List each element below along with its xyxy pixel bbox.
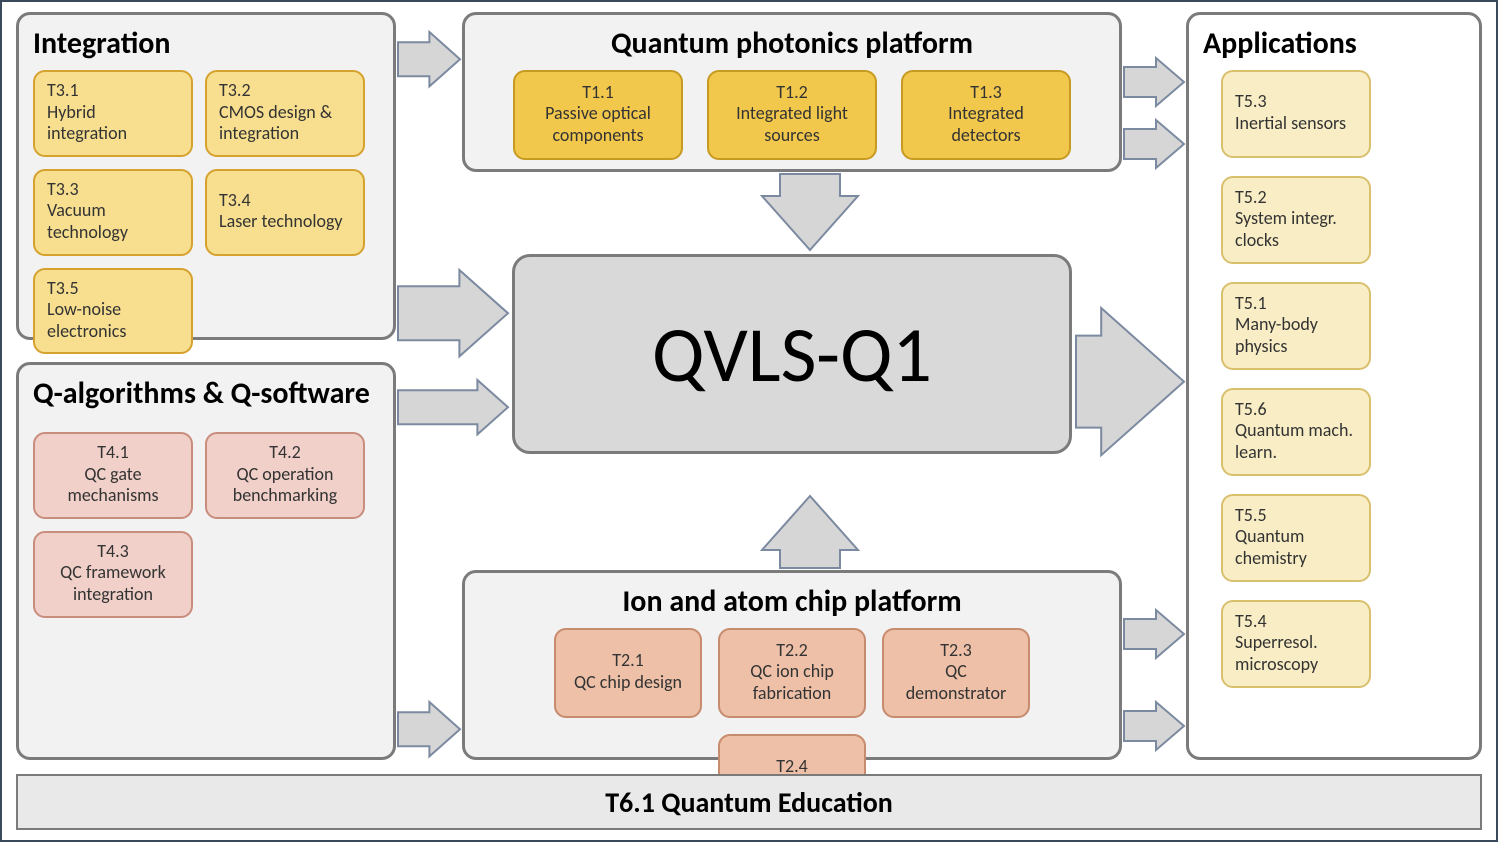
tile-label: QC operation benchmarking (219, 464, 351, 507)
tile-code: T2.1 (612, 650, 644, 672)
integration-panel: Integration T3.1Hybrid integrationT3.2CM… (16, 12, 396, 340)
tile-code: T1.1 (582, 82, 614, 104)
tile-T5-2: T5.2System integr. clocks (1221, 176, 1371, 264)
tile-T3-1: T3.1Hybrid integration (33, 70, 193, 157)
tile-code: T2.2 (776, 640, 808, 662)
tile-code: T4.2 (269, 442, 301, 464)
arrow-center-to-apps (1076, 308, 1184, 455)
tile-code: T4.3 (97, 541, 129, 563)
bottom-bar-label: T6.1 Quantum Education (605, 785, 893, 820)
arrow-integration-to-photonics (398, 32, 460, 86)
tile-label: Many-body physics (1235, 314, 1357, 357)
tile-code: T3.1 (47, 80, 179, 102)
tile-T1-2: T1.2Integrated light sources (707, 70, 877, 160)
tile-T2-1: T2.1QC chip design (554, 628, 702, 718)
center-box: QVLS-Q1 (512, 254, 1072, 454)
tile-label: System integr. clocks (1235, 208, 1357, 251)
tile-label: Quantum chemistry (1235, 526, 1357, 569)
arrow-photonics-to-center (762, 174, 858, 250)
applications-title: Applications (1203, 25, 1465, 62)
tile-T4-1: T4.1QC gate mechanisms (33, 432, 193, 519)
tile-code: T1.3 (970, 82, 1002, 104)
tile-T2-3: T2.3QC demonstrator (882, 628, 1030, 718)
tile-label: Laser technology (219, 211, 351, 233)
arrow-qalg-to-ionatom (398, 702, 460, 756)
bottom-bar: T6.1 Quantum Education (16, 774, 1482, 830)
tile-T4-3: T4.3QC framework integration (33, 531, 193, 618)
qalgorithms-panel: Q-algorithms & Q-software T4.1QC gate me… (16, 362, 396, 760)
applications-panel: Applications T5.3Inertial sensors T5.2Sys… (1186, 12, 1482, 760)
photonics-title: Quantum photonics platform (479, 25, 1105, 62)
tile-T5-1: T5.1Many-body physics (1221, 282, 1371, 370)
arrow-ionatom-to-apps-1 (1124, 610, 1184, 658)
tile-label: Integrated detectors (915, 103, 1057, 146)
tile-label: Quantum mach. learn. (1235, 420, 1357, 463)
tile-code: T4.1 (97, 442, 129, 464)
qalgorithms-title: Q-algorithms & Q-software (33, 375, 379, 412)
tile-label: QC demonstrator (896, 661, 1016, 704)
arrow-integration-to-center (398, 270, 508, 356)
tile-label: QC framework integration (47, 562, 179, 605)
tile-label: Integrated light sources (721, 103, 863, 146)
tile-code: T5.5 (1235, 505, 1357, 527)
tile-T3-4: T3.4Laser technology (205, 169, 365, 256)
tile-label: QC gate mechanisms (47, 464, 179, 507)
tile-code: T2.3 (940, 640, 972, 662)
tile-code: T1.2 (776, 82, 808, 104)
arrow-ionatom-to-center (762, 496, 858, 568)
arrow-photonics-to-apps-1 (1124, 58, 1184, 106)
arrow-qalg-to-center-upper (398, 380, 508, 434)
tile-T2-2: T2.2QC ion chip fabrication (718, 628, 866, 718)
tile-label: Passive optical components (527, 103, 669, 146)
qalgorithms-tiles: T4.1QC gate mechanismsT4.2QC operation b… (33, 432, 379, 618)
applications-tiles: T5.3Inertial sensors T5.2System integr. c… (1221, 70, 1465, 688)
tile-T3-5: T3.5Low-noise electronics (33, 268, 193, 355)
tile-T1-1: T1.1Passive optical components (513, 70, 683, 160)
tile-label: Low-noise electronics (47, 299, 179, 342)
tile-code: T3.3 (47, 179, 179, 201)
ionatom-title: Ion and atom chip platform (479, 583, 1105, 620)
tile-T4-2: T4.2QC operation benchmarking (205, 432, 365, 519)
tile-T1-3: T1.3Integrated detectors (901, 70, 1071, 160)
integration-title: Integration (33, 25, 379, 62)
tile-T5-4: T5.4Superresol. microscopy (1221, 600, 1371, 688)
tile-label: Inertial sensors (1235, 113, 1357, 135)
tile-code: T5.2 (1235, 187, 1357, 209)
center-label: QVLS-Q1 (652, 307, 932, 402)
tile-code: T3.5 (47, 278, 179, 300)
tile-label: Superresol. microscopy (1235, 632, 1357, 675)
tile-code: T5.3 (1235, 91, 1357, 113)
tile-label: Hybrid integration (47, 102, 179, 145)
tile-code: T3.2 (219, 80, 351, 102)
tile-code: T5.4 (1235, 611, 1357, 633)
tile-T3-3: T3.3Vacuum technology (33, 169, 193, 256)
tile-T5-5: T5.5Quantum chemistry (1221, 494, 1371, 582)
integration-tiles: T3.1Hybrid integrationT3.2CMOS design & … (33, 70, 379, 354)
tile-code: T3.4 (219, 190, 351, 212)
photonics-panel: Quantum photonics platform T1.1Passive o… (462, 12, 1122, 172)
tile-T3-2: T3.2CMOS design & integration (205, 70, 365, 157)
tile-code: T5.6 (1235, 399, 1357, 421)
tile-T5-3: T5.3Inertial sensors (1221, 70, 1371, 158)
photonics-tiles: T1.1Passive optical componentsT1.2Integr… (479, 70, 1105, 160)
tile-T5-6: T5.6Quantum mach. learn. (1221, 388, 1371, 476)
arrow-photonics-to-apps-2 (1124, 120, 1184, 168)
ionatom-panel: Ion and atom chip platform T2.1QC chip d… (462, 570, 1122, 760)
tile-label: QC ion chip fabrication (732, 661, 852, 704)
arrow-ionatom-to-apps-2 (1124, 702, 1184, 750)
tile-label: CMOS design & integration (219, 102, 351, 145)
tile-code: T5.1 (1235, 293, 1357, 315)
tile-label: QC chip design (574, 672, 682, 694)
tile-label: Vacuum technology (47, 200, 179, 243)
